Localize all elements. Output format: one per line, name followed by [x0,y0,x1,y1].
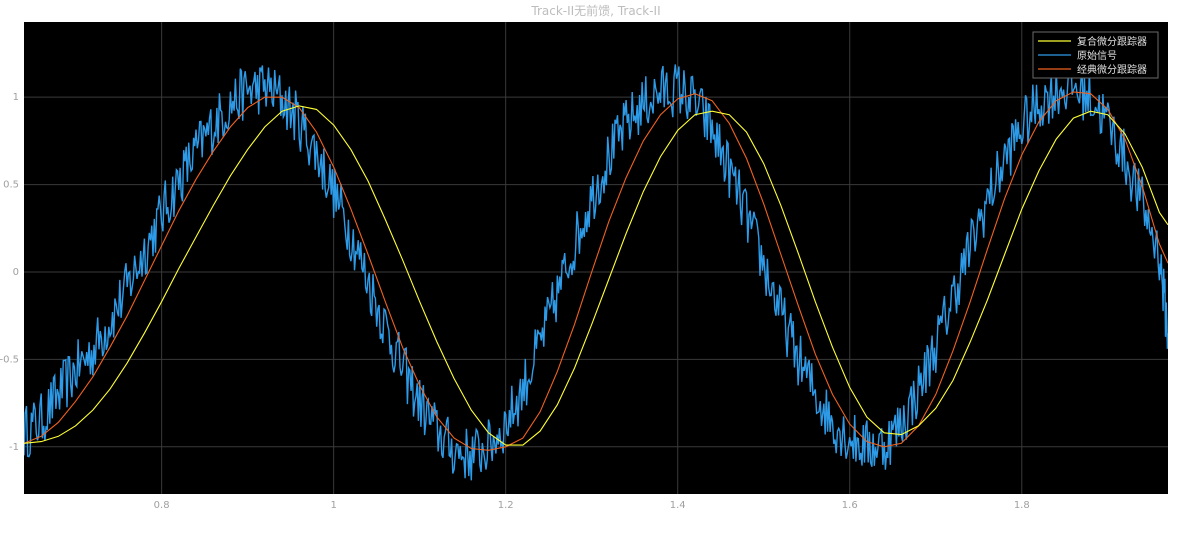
y-tick-label: -1 [9,442,19,453]
y-tick-label: 1 [13,92,19,103]
chart-title: Track-II无前馈, Track-II [530,3,660,18]
series-line-raw [24,59,1168,481]
grid [24,22,1168,494]
x-tick-label: 1.6 [842,500,858,511]
x-tick-label: 1.2 [498,500,514,511]
series-group [24,59,1168,481]
y-axis: 1 0.5 0 -0.5 -1 [0,92,19,453]
x-tick-label: 1.8 [1014,500,1030,511]
legend-entry-raw: 原始信号 [1077,49,1117,62]
legend-entry-composite: 复合微分跟踪器 [1077,35,1147,48]
y-tick-label: -0.5 [0,354,19,365]
x-tick-label: 1 [330,500,336,511]
y-tick-label: 0 [13,267,19,278]
series-line-classic [24,91,1168,451]
x-tick-label: 1.4 [670,500,686,511]
x-axis: 0.8 1 1.2 1.4 1.6 1.8 [154,500,1030,511]
y-tick-label: 0.5 [3,180,19,191]
series-line-composite [24,105,1168,446]
legend-entry-classic: 经典微分跟踪器 [1077,63,1147,76]
x-tick-label: 0.8 [154,500,170,511]
